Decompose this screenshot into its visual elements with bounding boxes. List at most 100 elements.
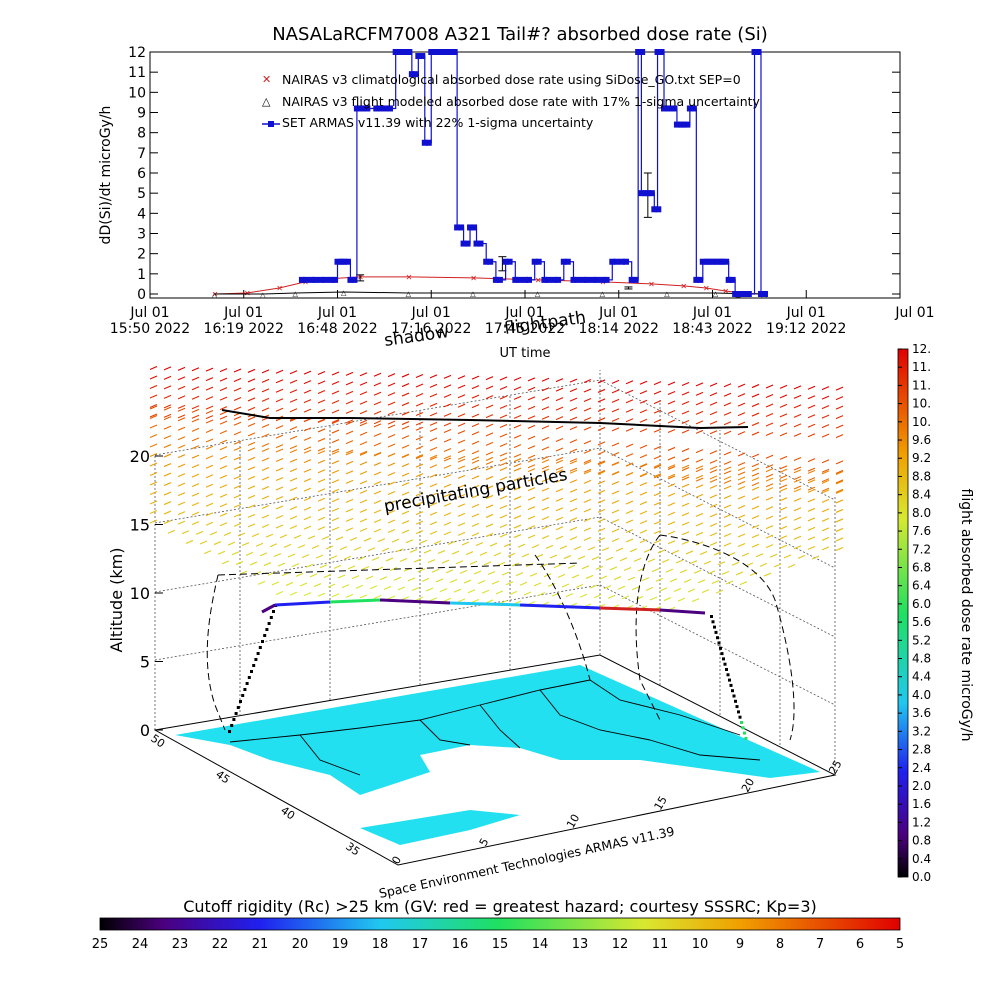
particle-arrow bbox=[415, 426, 424, 431]
y-tick-label: 11 bbox=[128, 65, 146, 81]
particle-arrow bbox=[471, 385, 480, 390]
particle-arrow bbox=[177, 473, 186, 478]
data-point bbox=[655, 206, 662, 213]
data-point bbox=[741, 291, 748, 297]
particle-arrow bbox=[695, 382, 704, 387]
particle-arrow bbox=[205, 428, 214, 433]
particle-arrow bbox=[779, 468, 788, 473]
y-axis-label: dD(Si)/dt microGy/h bbox=[98, 106, 114, 245]
particle-arrow bbox=[345, 400, 354, 405]
particle-arrow bbox=[513, 467, 522, 472]
particle-arrow bbox=[265, 533, 274, 538]
data-point bbox=[460, 240, 467, 247]
particle-arrow bbox=[149, 433, 158, 439]
particle-arrow bbox=[237, 532, 246, 537]
particle-arrow bbox=[807, 385, 816, 390]
country-borders bbox=[229, 679, 761, 776]
data-point bbox=[386, 105, 393, 112]
particle-arrow bbox=[639, 380, 648, 385]
particle-arrow bbox=[289, 525, 298, 530]
land-italy bbox=[420, 745, 560, 780]
particle-arrow bbox=[471, 503, 480, 508]
particle-arrow bbox=[177, 444, 186, 449]
x-tick-label-date: Jul 01 bbox=[786, 305, 826, 321]
particle-arrow bbox=[371, 556, 380, 561]
particle-arrow bbox=[631, 586, 640, 591]
particle-arrow bbox=[569, 416, 578, 421]
particle-arrow bbox=[581, 565, 590, 570]
particle-arrow bbox=[681, 483, 690, 488]
particle-arrow bbox=[807, 526, 816, 531]
particle-arrow bbox=[331, 439, 340, 444]
particle-arrow bbox=[679, 569, 688, 574]
particle-arrow bbox=[667, 475, 676, 480]
particle-arrow bbox=[435, 578, 444, 583]
particle-arrow bbox=[301, 554, 310, 559]
particle-arrow bbox=[751, 453, 760, 458]
altitude-tick-label: 0 bbox=[140, 721, 150, 740]
particle-arrow bbox=[469, 560, 478, 565]
particle-arrow bbox=[401, 596, 410, 601]
particle-arrow bbox=[457, 522, 466, 527]
particle-arrow bbox=[499, 395, 508, 400]
particle-arrow bbox=[281, 572, 290, 577]
data-point bbox=[340, 258, 347, 265]
colorbar-tick-label: 15 bbox=[492, 937, 509, 952]
particle-arrow bbox=[163, 510, 172, 515]
particle-arrow bbox=[597, 379, 606, 384]
particle-arrow bbox=[505, 581, 514, 586]
particle-arrow bbox=[247, 416, 256, 421]
particle-arrow bbox=[213, 541, 222, 546]
particle-arrow bbox=[177, 366, 186, 371]
data-point bbox=[686, 105, 693, 112]
plot-frame bbox=[149, 51, 901, 299]
particle-arrow bbox=[373, 490, 382, 495]
data-point bbox=[402, 49, 409, 55]
particle-arrow bbox=[199, 540, 208, 545]
particle-arrow bbox=[441, 559, 450, 564]
particle-arrow bbox=[723, 523, 732, 528]
particle-arrow bbox=[485, 376, 494, 381]
particle-arrow bbox=[779, 465, 788, 470]
particle-arrow bbox=[569, 407, 578, 412]
data-point bbox=[729, 276, 736, 283]
legend-marker-x: ✕ bbox=[262, 73, 271, 86]
flight-point bbox=[732, 694, 736, 698]
particle-arrow bbox=[527, 515, 536, 520]
colorbar-tick-label: 7.2 bbox=[912, 542, 931, 556]
particle-arrow bbox=[807, 395, 816, 400]
particle-arrow bbox=[695, 512, 704, 517]
particle-arrow bbox=[307, 535, 316, 540]
flight-point bbox=[740, 721, 743, 724]
particle-arrow bbox=[341, 584, 350, 589]
particle-arrow bbox=[765, 393, 774, 398]
particle-arrow bbox=[177, 376, 186, 381]
particle-arrow bbox=[389, 567, 398, 572]
colorbar-tick-label: 0.4 bbox=[912, 852, 931, 866]
particle-arrow bbox=[565, 593, 574, 598]
particle-arrow bbox=[249, 561, 258, 566]
particle-arrow bbox=[569, 517, 578, 522]
particle-arrow bbox=[695, 474, 704, 479]
particle-arrow bbox=[163, 453, 172, 458]
particle-arrow bbox=[443, 403, 452, 408]
particle-arrow bbox=[261, 447, 270, 452]
particle-arrow bbox=[583, 470, 592, 475]
particle-arrow bbox=[721, 570, 730, 575]
particle-arrow bbox=[429, 521, 438, 526]
particle-arrow bbox=[255, 542, 264, 547]
particle-arrow bbox=[259, 552, 268, 557]
particle-arrow bbox=[149, 405, 158, 410]
particle-arrow bbox=[779, 384, 788, 389]
particle-arrow bbox=[751, 467, 760, 472]
particle-arrow bbox=[191, 418, 200, 423]
flight-point bbox=[711, 620, 715, 624]
x-tick-label-time: 18:14 2022 bbox=[579, 321, 659, 337]
x-tick-label-date: Jul 01 bbox=[411, 305, 451, 321]
particle-arrow bbox=[821, 405, 830, 410]
particle-arrow bbox=[303, 380, 312, 385]
particle-arrow bbox=[149, 471, 158, 477]
data-point bbox=[502, 258, 509, 265]
particle-arrow bbox=[275, 458, 284, 463]
particle-arrow bbox=[709, 494, 718, 499]
